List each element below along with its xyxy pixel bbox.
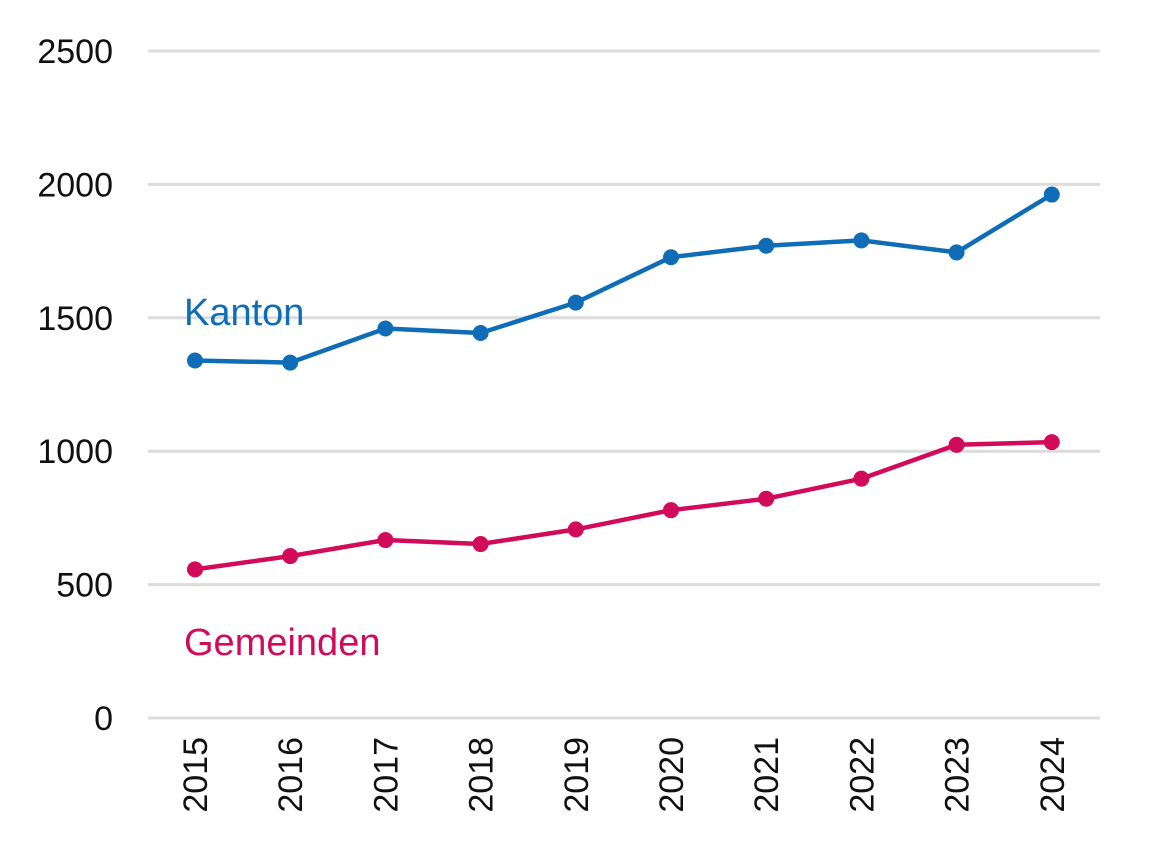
y-axis-tick-labels: 0 500 1000 1500 2000 2500 (37, 33, 113, 738)
series-lines (187, 186, 1060, 578)
data-point-kanton (472, 325, 489, 342)
data-point-kanton (282, 354, 299, 371)
gridlines (148, 49, 1100, 720)
y-tick-label: 1000 (37, 433, 113, 471)
series-label-kanton: Kanton (184, 292, 304, 334)
series-label-gemeinden: Gemeinden (184, 622, 380, 664)
data-point-kanton (948, 244, 965, 261)
x-tick-label: 2016 (272, 737, 310, 813)
data-point-gemeinden (1043, 434, 1060, 451)
series-line-gemeinden (192, 439, 1055, 572)
data-point-gemeinden (663, 502, 679, 519)
data-point-kanton (377, 320, 394, 337)
x-tick-label: 2024 (1034, 737, 1072, 813)
x-tick-label: 2017 (367, 737, 405, 813)
data-point-gemeinden (758, 490, 775, 507)
y-tick-label: 2500 (37, 33, 113, 71)
y-tick-label: 2000 (37, 166, 113, 204)
data-point-gemeinden (948, 436, 965, 453)
x-tick-label: 2022 (843, 737, 881, 813)
y-tick-label: 1500 (37, 300, 113, 338)
y-tick-label: 0 (94, 700, 113, 738)
x-axis-tick-labels: 2015 2016 2017 2018 2019 2020 2021 2022 2023 2024 (177, 737, 1072, 813)
data-point-gemeinden (187, 561, 203, 578)
series-labels: Kanton Gemeinden (184, 292, 380, 664)
x-tick-label: 2015 (177, 737, 215, 813)
data-point-gemeinden (377, 532, 394, 549)
x-tick-label: 2018 (463, 737, 501, 813)
data-point-gemeinden (472, 536, 489, 553)
data-point-gemeinden (567, 521, 584, 538)
data-point-kanton (663, 249, 679, 266)
data-point-gemeinden (853, 470, 870, 487)
data-point-kanton (853, 232, 870, 249)
x-tick-label: 2019 (558, 737, 596, 813)
data-point-kanton (187, 352, 203, 369)
data-point-kanton (567, 294, 584, 311)
data-point-kanton (1043, 186, 1060, 203)
x-tick-label: 2020 (653, 737, 691, 813)
x-tick-label: 2021 (748, 737, 786, 813)
data-point-kanton (758, 237, 775, 254)
y-tick-label: 500 (56, 567, 113, 605)
x-tick-label: 2023 (939, 737, 977, 813)
series-line-kanton (192, 192, 1055, 365)
data-point-gemeinden (282, 548, 299, 565)
